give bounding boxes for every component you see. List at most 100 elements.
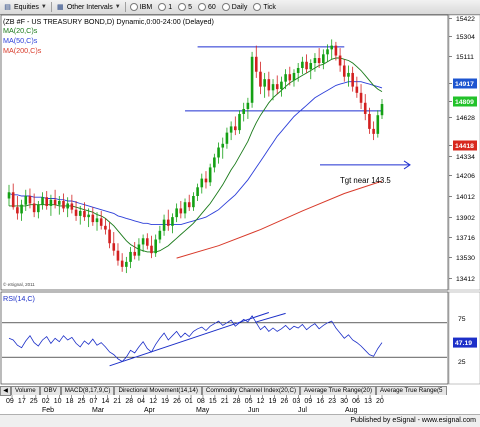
- candle-body: [234, 126, 237, 131]
- current-value-tag: [453, 96, 477, 107]
- x-axis-day-label: 28: [233, 398, 241, 405]
- candle-body: [104, 225, 107, 230]
- toolbar-ibm[interactable]: IBM: [127, 0, 155, 14]
- x-axis-day-label: 07: [90, 398, 98, 405]
- candle-body: [330, 45, 334, 50]
- candle-body: [137, 244, 141, 256]
- rsi-axis-label: 25: [458, 359, 466, 366]
- toolbar-interval-5[interactable]: 5: [175, 0, 195, 14]
- tab-cci[interactable]: Commodity Channel Index(20,C): [201, 386, 301, 395]
- legend-ma50: MA(50,C)s: [3, 36, 38, 45]
- candle-body: [11, 192, 15, 208]
- tab-volume[interactable]: Volume: [11, 386, 40, 395]
- x-axis-day-label: 25: [30, 398, 38, 405]
- toolbar-tick[interactable]: Tick: [250, 0, 279, 14]
- candle-body: [171, 217, 174, 226]
- tab-obv[interactable]: OBV: [39, 386, 61, 395]
- candle-body: [116, 250, 120, 261]
- radio-icon: [253, 3, 262, 11]
- toolbar-equities[interactable]: ▤ Equities ▼: [4, 3, 47, 11]
- interval-icon: ▦: [57, 3, 64, 11]
- x-axis-month-label: Jul: [298, 407, 307, 414]
- candle-body: [275, 84, 279, 90]
- rsi-trendline: [256, 312, 286, 323]
- candle-body: [108, 229, 111, 244]
- candle-body: [57, 200, 61, 205]
- radio-icon: [178, 3, 187, 11]
- candle-body: [162, 219, 166, 231]
- candle-body: [41, 197, 44, 205]
- candle-body: [87, 214, 90, 218]
- toolbar: ▤ Equities ▼ ▦ Other Intervals ▼ IBM 1 5 6…: [0, 0, 480, 15]
- legend-ma20: MA(20,C)s: [3, 26, 38, 35]
- status-text: Published by eSignal - www.esignal.com: [350, 417, 476, 424]
- price-axis-label: 15111: [456, 54, 474, 61]
- rsi-panel[interactable]: [0, 291, 449, 385]
- candle-body: [342, 65, 346, 77]
- x-axis-day-label: 23: [328, 398, 336, 405]
- chevron-down-icon: ▼: [40, 4, 47, 10]
- x-axis-day-label: 20: [376, 398, 384, 405]
- price-axis-label: 14628: [456, 115, 475, 122]
- candle-body: [183, 202, 187, 214]
- x-axis-day-label: 06: [352, 398, 360, 405]
- candle-body: [267, 79, 271, 91]
- x-axis-day-label: 05: [245, 398, 253, 405]
- price-axis-label: 14334: [456, 154, 475, 161]
- toolbar-interval-60[interactable]: 60: [195, 0, 219, 14]
- chart-title: (ZB #F - US TREASURY BOND,D) Dynamic,0:0…: [3, 17, 214, 26]
- tab-directional-movement[interactable]: Directional Movement(14,14): [114, 386, 202, 395]
- x-axis-day-label: 16: [316, 398, 324, 405]
- candle-body: [334, 45, 338, 56]
- x-axis-day-label: 30: [340, 398, 348, 405]
- price-axis-label: 13530: [456, 255, 475, 262]
- x-axis-month-label: Jun: [248, 407, 259, 414]
- target-annotation: Tgt near 143.5: [340, 176, 391, 185]
- candle-body: [66, 203, 69, 209]
- candle-body: [380, 104, 384, 116]
- tab-atr-5[interactable]: Average True Range(5: [376, 386, 447, 395]
- candle-body: [351, 72, 354, 87]
- candle-body: [359, 92, 363, 103]
- candle-body: [217, 147, 220, 158]
- indicator-tabs: ◀ Volume OBV MACD(8,17,9,C) Directional …: [0, 386, 480, 396]
- candle-body: [271, 84, 275, 91]
- price-axis-label: 13412: [456, 276, 475, 283]
- price-axis-label: 13902: [456, 215, 475, 222]
- candle-body: [16, 207, 19, 214]
- candle-body: [28, 196, 32, 204]
- x-axis-day-label: 04: [137, 398, 145, 405]
- rsi-line: [8, 315, 383, 363]
- candle-body: [83, 210, 86, 218]
- price-panel[interactable]: [0, 14, 449, 291]
- candle-body: [292, 72, 296, 81]
- candle-body: [20, 204, 23, 214]
- x-axis-day-label: 19: [161, 398, 169, 405]
- candle-body: [129, 251, 132, 262]
- candle-body: [263, 79, 266, 87]
- toolbar-other-intervals[interactable]: ▦ Other Intervals ▼: [57, 3, 121, 11]
- candle-body: [376, 115, 380, 134]
- chevron-down-icon: ▼: [114, 4, 121, 10]
- price-axis-label: 14012: [456, 194, 475, 201]
- x-axis-day-label: 19: [269, 398, 277, 405]
- x-axis-day-label: 26: [173, 398, 181, 405]
- candle-body: [154, 239, 157, 254]
- x-axis-day-label: 26: [281, 398, 289, 405]
- price-axis-label: 15422: [456, 16, 475, 23]
- toolbar-daily[interactable]: Daily: [219, 0, 251, 14]
- tab-scroll-left-icon[interactable]: ◀: [0, 386, 11, 396]
- x-axis: [0, 395, 480, 414]
- status-bar: Published by eSignal - www.esignal.com: [0, 414, 480, 427]
- current-value-label: 14418: [455, 143, 474, 150]
- price-axis-label: 14206: [456, 173, 475, 180]
- tab-atr-20[interactable]: Average True Range(20): [300, 386, 377, 395]
- candle-body: [284, 74, 287, 82]
- x-axis-day-label: 12: [257, 398, 265, 405]
- toolbar-interval-1[interactable]: 1: [155, 0, 175, 14]
- tab-macd[interactable]: MACD(8,17,9,C): [60, 386, 115, 395]
- price-axis: [448, 14, 480, 291]
- x-axis-day-label: 17: [18, 398, 26, 405]
- candle-body: [32, 203, 36, 213]
